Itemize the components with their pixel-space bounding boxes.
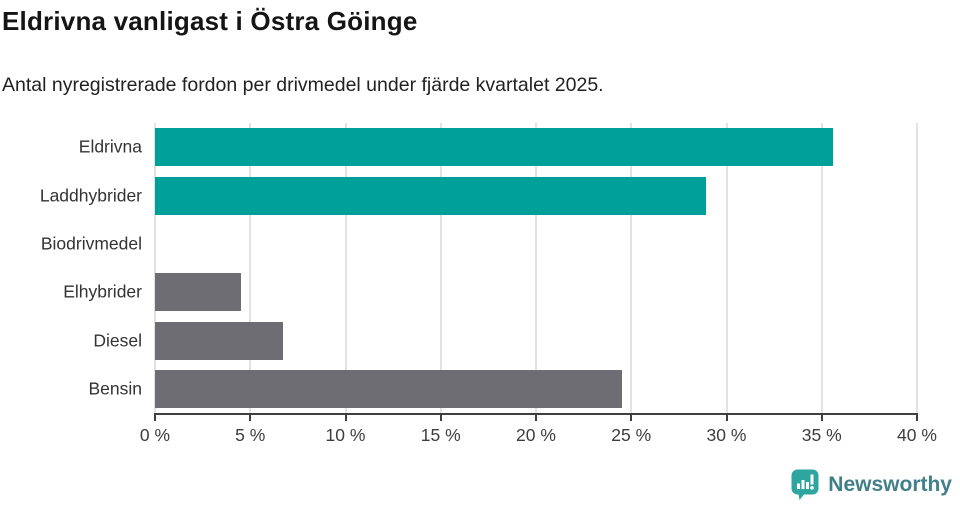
tick-mark-10 — [344, 415, 347, 421]
gridline-20 — [535, 123, 537, 413]
category-label-biodrivmedel: Biodrivmedel — [40, 233, 142, 254]
gridline-40 — [916, 123, 918, 413]
chart-title: Eldrivna vanligast i Östra Göinge — [2, 6, 418, 36]
tick-label-15: 15 % — [420, 425, 461, 445]
tick-mark-0 — [154, 415, 156, 421]
category-label-eldrivna: Eldrivna — [78, 136, 142, 157]
category-label-laddhybrider: Laddhybrider — [39, 185, 142, 205]
category-label-bensin: Bensin — [88, 378, 142, 399]
x-axis: 0 % 5 % 10 % 15 % 20 % 25 % 30 % 35 % 40 % — [140, 413, 937, 455]
tick-mark-35 — [820, 415, 823, 421]
tick-mark-25 — [630, 415, 633, 421]
gridline-30 — [725, 123, 728, 413]
gridline-35 — [820, 123, 823, 413]
category-axis: Eldrivna Laddhybrider Biodrivmedel Elhybrid… — [0, 123, 148, 413]
bar-bensin — [155, 369, 622, 408]
tick-label-30: 30 % — [706, 425, 747, 445]
tick-mark-30 — [725, 415, 728, 421]
bar-laddhybrider — [155, 176, 706, 215]
tick-mark-40 — [916, 415, 918, 421]
tick-mark-15 — [439, 415, 442, 421]
category-label-diesel: Diesel — [93, 330, 142, 350]
tick-label-35: 35 % — [801, 425, 842, 445]
gridline-0 — [154, 123, 156, 413]
plot-area — [154, 123, 918, 413]
tick-label-40: 40 % — [897, 425, 937, 445]
tick-mark-20 — [535, 415, 537, 421]
tick-label-10: 10 % — [325, 425, 366, 445]
tick-label-20: 20 % — [516, 425, 556, 445]
newsworthy-logo: Newsworthy — [790, 468, 952, 501]
bar-eldrivna — [155, 128, 834, 167]
newsworthy-wordmark: Newsworthy — [828, 472, 952, 496]
newsworthy-icon — [791, 469, 819, 500]
gridline-10 — [344, 123, 347, 413]
category-label-elhybrider: Elhybrider — [63, 281, 142, 302]
gridline-5 — [249, 123, 252, 413]
gridline-25 — [630, 123, 633, 413]
tick-label-25: 25 % — [611, 425, 652, 445]
bar-chart: Eldrivna Laddhybrider Biodrivmedel Elhybrid… — [0, 123, 960, 453]
gridline-15 — [439, 123, 442, 413]
tick-label-5: 5 % — [235, 425, 266, 445]
bar-elhybrider — [155, 273, 241, 312]
tick-label-0: 0 % — [139, 425, 171, 445]
chart-subtitle: Antal nyregistrerade fordon per drivmede… — [2, 74, 604, 96]
bar-diesel — [155, 321, 283, 360]
tick-mark-5 — [249, 415, 252, 421]
